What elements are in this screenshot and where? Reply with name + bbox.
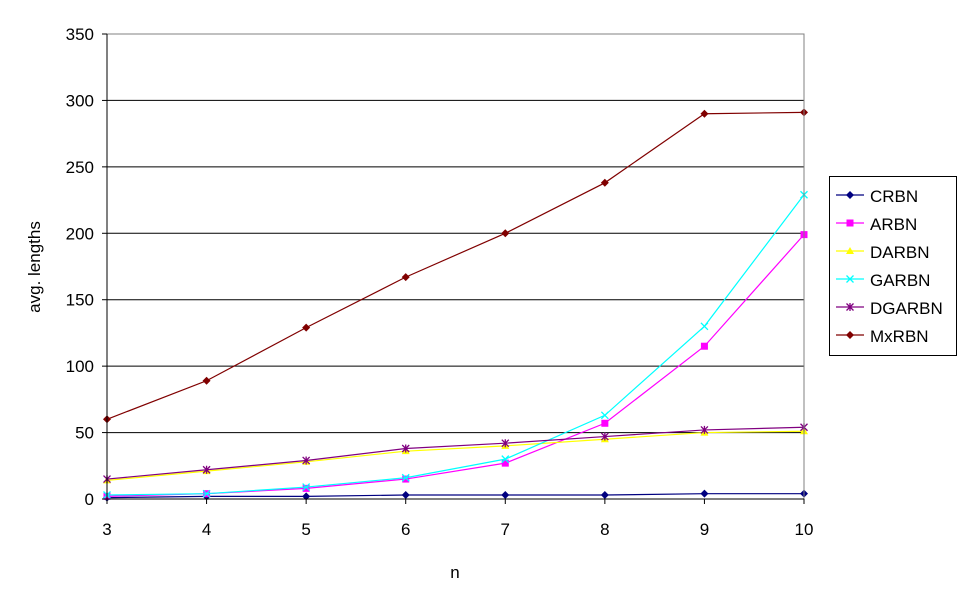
series-DARBN bbox=[103, 427, 808, 484]
data-point-CRBN bbox=[302, 492, 311, 501]
y-tick-label: 150 bbox=[66, 291, 94, 310]
x-tick-label: 5 bbox=[301, 520, 310, 539]
legend: CRBN ARBN DARBN GARBN DGARBN MxRBN bbox=[829, 176, 957, 356]
legend-swatch-marker bbox=[846, 219, 854, 227]
legend-swatch-marker bbox=[846, 191, 854, 199]
x-tick-label: 7 bbox=[501, 520, 510, 539]
legend-item-ARBN: ARBN bbox=[830, 211, 956, 237]
data-point-GARBN bbox=[302, 483, 311, 492]
data-point-ARBN bbox=[402, 475, 410, 483]
series-line-MxRBN bbox=[106, 111, 805, 420]
y-tick-label: 100 bbox=[66, 357, 94, 376]
y-tick-label: 50 bbox=[75, 424, 94, 443]
x-tick-label: 8 bbox=[600, 520, 609, 539]
legend-label: MxRBN bbox=[870, 327, 929, 346]
series-line-GARBN bbox=[106, 194, 805, 496]
data-point-ARBN bbox=[601, 419, 609, 427]
plot-area-border bbox=[106, 33, 805, 500]
x-tick-label: 3 bbox=[102, 520, 111, 539]
gridlines bbox=[107, 33, 804, 434]
series-ARBN bbox=[103, 231, 808, 500]
data-point-MxRBN bbox=[202, 376, 211, 385]
series-group bbox=[103, 108, 808, 502]
data-point-GARBN bbox=[202, 489, 211, 498]
series-line-CRBN bbox=[106, 493, 804, 499]
data-point-MxRBN bbox=[501, 229, 510, 238]
legend-item-GARBN: GARBN bbox=[830, 267, 956, 293]
data-point-DGARBN bbox=[401, 444, 410, 453]
legend-swatch bbox=[836, 303, 864, 311]
data-point-GARBN bbox=[600, 411, 609, 420]
legend-item-DGARBN: DGARBN bbox=[830, 295, 956, 321]
tick-labels: 0 50 100 150 200 250 300 350 3 4 5 6 7 8 9 10 bbox=[66, 25, 814, 539]
series-line-ARBN bbox=[106, 234, 805, 497]
legend-label: DGARBN bbox=[870, 299, 943, 318]
data-point-MxRBN bbox=[401, 273, 410, 282]
legend-item-CRBN: CRBN bbox=[830, 183, 956, 209]
x-tick-label: 4 bbox=[202, 520, 211, 539]
data-point-MxRBN bbox=[302, 323, 311, 332]
data-point-DGARBN bbox=[302, 456, 311, 465]
y-axis-label: avg. lengths bbox=[25, 221, 44, 313]
legend-item-DARBN: DARBN bbox=[830, 239, 956, 265]
legend-item-MxRBN: MxRBN bbox=[830, 323, 956, 349]
legend-swatch-marker bbox=[846, 331, 854, 339]
legend-swatch bbox=[836, 331, 864, 339]
x-axis-label: n bbox=[450, 563, 459, 582]
legend-label: GARBN bbox=[870, 271, 931, 290]
y-tick-label: 300 bbox=[66, 91, 94, 110]
legend-swatch bbox=[836, 191, 864, 199]
data-point-GARBN bbox=[700, 322, 709, 331]
series-line-DARBN bbox=[106, 430, 805, 481]
legend-label: ARBN bbox=[870, 215, 918, 234]
legend-swatch-marker bbox=[846, 275, 854, 283]
axes bbox=[102, 33, 805, 504]
legend-swatch-marker bbox=[846, 303, 854, 311]
series-line-DGARBN bbox=[106, 426, 805, 480]
series-GARBN bbox=[103, 190, 808, 499]
data-point-GARBN bbox=[401, 473, 410, 482]
legend-swatch-marker bbox=[846, 247, 854, 254]
series-MxRBN bbox=[103, 108, 808, 424]
y-tick-label: 250 bbox=[66, 158, 94, 177]
legend-swatch bbox=[836, 247, 864, 254]
data-point-CRBN bbox=[600, 491, 609, 500]
legend-label: DARBN bbox=[870, 243, 930, 262]
y-tick-label: 200 bbox=[66, 224, 94, 243]
data-point-DGARBN bbox=[700, 425, 709, 434]
data-point-ARBN bbox=[501, 459, 509, 467]
y-tick-label: 350 bbox=[66, 25, 94, 44]
data-point-GARBN bbox=[501, 455, 510, 464]
x-tick-label: 10 bbox=[795, 520, 814, 539]
data-point-DGARBN bbox=[202, 465, 211, 474]
data-point-MxRBN bbox=[700, 109, 709, 118]
y-tick-label: 0 bbox=[85, 490, 94, 509]
data-point-CRBN bbox=[700, 489, 709, 498]
legend-swatch bbox=[836, 219, 864, 227]
data-point-CRBN bbox=[401, 491, 410, 500]
legend-swatch bbox=[836, 275, 864, 283]
data-point-DGARBN bbox=[501, 439, 510, 448]
data-point-ARBN bbox=[700, 342, 708, 350]
data-point-MxRBN bbox=[600, 178, 609, 187]
x-tick-label: 6 bbox=[401, 520, 410, 539]
data-point-CRBN bbox=[501, 491, 510, 500]
x-tick-label: 9 bbox=[700, 520, 709, 539]
legend-label: CRBN bbox=[870, 187, 919, 206]
data-point-ARBN bbox=[302, 484, 310, 492]
data-point-DGARBN bbox=[600, 432, 609, 441]
